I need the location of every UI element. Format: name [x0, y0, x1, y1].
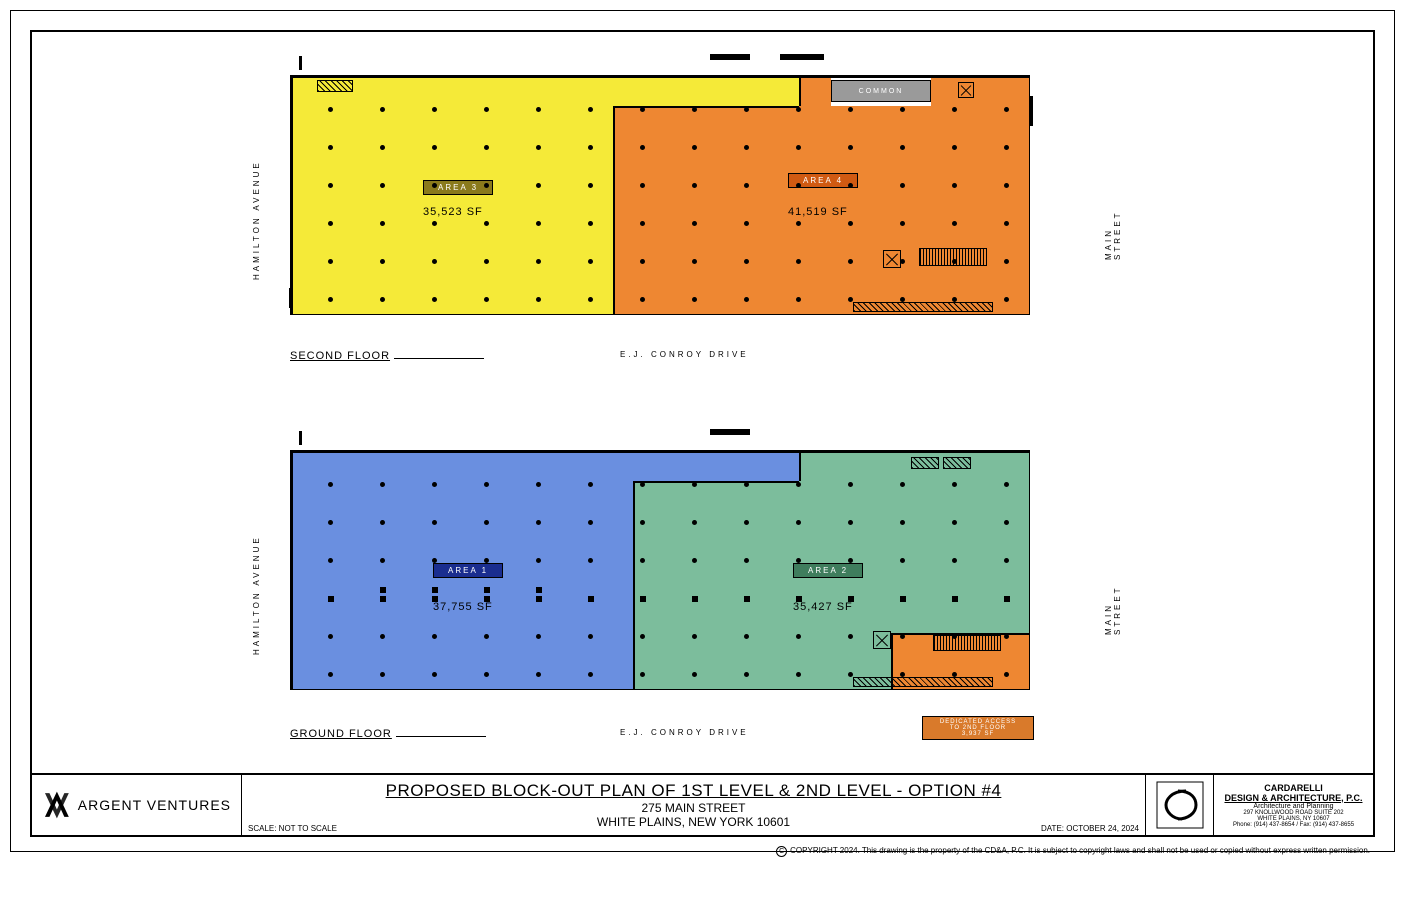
conroy-label-gf: E.J. CONROY DRIVE: [620, 728, 749, 737]
ground-floor-outline: AREA 1 37,755 SF AREA 2 35,427 SF: [290, 450, 1030, 690]
address-line1: 275 MAIN STREET: [641, 801, 745, 815]
stair-2f-1: [919, 248, 987, 266]
copyright-notice: CCOPYRIGHT 2024. This drawing is the pro…: [776, 846, 1370, 857]
area-divider-second: [613, 106, 615, 314]
hamilton-label-gf: HAMILTON AVENUE: [252, 535, 261, 655]
ext-gf-1: [299, 431, 302, 445]
client-name: ARGENT VENTURES: [78, 797, 231, 813]
filler-2f-1: [853, 302, 993, 312]
arch-line2: DESIGN & ARCHITECTURE, P.C.: [1224, 793, 1362, 803]
title-block-center: PROPOSED BLOCK-OUT PLAN OF 1ST LEVEL & 2…: [242, 775, 1145, 835]
conroy-label-2f: E.J. CONROY DRIVE: [620, 350, 749, 359]
architect-logo-cell: [1145, 775, 1213, 835]
ext-2f-3: [780, 54, 824, 60]
main-label-gf: MAIN STREET: [1104, 585, 1122, 635]
area4-fill-top: [799, 78, 831, 106]
divider-gf-v: [633, 481, 635, 689]
area1-sf: 37,755 SF: [433, 601, 493, 613]
area4-fill-top-r: [931, 78, 1029, 106]
filler-gf-3: [943, 457, 971, 469]
scale-note: SCALE: NOT TO SCALE: [248, 824, 337, 833]
second-floor-title: SECOND FLOOR: [290, 350, 484, 362]
hamilton-label-2f: HAMILTON AVENUE: [252, 160, 261, 280]
ground-floor-plan: AREA 1 37,755 SF AREA 2 35,427 SF: [270, 440, 1040, 700]
date-note: DATE: OCTOBER 24, 2024: [1041, 824, 1139, 833]
cd-logo-icon: [1156, 781, 1204, 829]
plan-area: COMMON AREA 3 35,523 SF AREA 4 41,519 SF…: [270, 50, 1100, 750]
ext-2f-1: [299, 56, 302, 70]
copyright-icon: C: [776, 846, 787, 857]
area-divider-second-v2: [799, 78, 801, 106]
area1-label: AREA 1: [448, 566, 488, 575]
ext-2f-2: [710, 54, 750, 60]
area2-label-box: AREA 2: [793, 563, 863, 578]
ground-floor-title: GROUND FLOOR: [290, 728, 486, 740]
area2-label: AREA 2: [808, 566, 848, 575]
area1-label-box: AREA 1: [433, 563, 503, 578]
divider-gf-h: [633, 481, 799, 483]
common-area-box: COMMON: [831, 80, 931, 102]
wall-bump-2f-2: [1029, 96, 1033, 126]
arch-line3: Architecture and Planning: [1253, 803, 1333, 810]
main-label-2f: MAIN STREET: [1104, 210, 1122, 260]
area2-sf: 35,427 SF: [793, 601, 853, 613]
drawing-title: PROPOSED BLOCK-OUT PLAN OF 1ST LEVEL & 2…: [386, 781, 1002, 801]
divider-gf-v2: [799, 453, 801, 481]
second-floor-plan: COMMON AREA 3 35,523 SF AREA 4 41,519 SF: [270, 65, 1040, 325]
area4-label-box: AREA 4: [788, 173, 858, 188]
area-divider-second-h: [613, 106, 799, 108]
filler-gf-2: [911, 457, 939, 469]
stair-gf-1: [933, 635, 1001, 651]
area4-step-fill: [613, 78, 799, 106]
filler-2f-2: [317, 80, 353, 92]
area3-label-box: AREA 3: [423, 180, 493, 195]
area4-label: AREA 4: [803, 176, 843, 185]
title-block: ARGENT VENTURES PROPOSED BLOCK-OUT PLAN …: [30, 775, 1375, 837]
wall-bump-2f-1: [289, 288, 293, 308]
area4-sf: 41,519 SF: [788, 206, 848, 218]
elevator-2f-2: [883, 250, 901, 268]
arch-line1: CARDARELLI: [1264, 783, 1323, 793]
ext-gf-2: [710, 429, 750, 435]
area3-fill: [293, 78, 613, 314]
elevator-gf-1: [873, 631, 891, 649]
common-label: COMMON: [859, 88, 904, 95]
client-logo-cell: ARGENT VENTURES: [32, 775, 242, 835]
area3-sf: 35,523 SF: [423, 206, 483, 218]
arch-line6: Phone: (914) 437-8654 / Fax: (914) 437-8…: [1233, 822, 1354, 828]
elevator-2f-1: [958, 82, 974, 98]
dedicated-access-box: DEDICATED ACCESS TO 2ND FLOOR 3,937 SF: [922, 716, 1034, 740]
second-floor-outline: COMMON AREA 3 35,523 SF AREA 4 41,519 SF: [290, 75, 1030, 315]
access-line3: 3,937 SF: [927, 731, 1029, 737]
area3-label: AREA 3: [438, 183, 478, 192]
copyright-text: COPYRIGHT 2024. This drawing is the prop…: [790, 846, 1370, 855]
argent-logo-icon: [42, 785, 72, 825]
architect-info-cell: CARDARELLI DESIGN & ARCHITECTURE, P.C. A…: [1213, 775, 1373, 835]
area1-step-fill: [633, 453, 799, 481]
filler-gf-1: [853, 677, 993, 687]
address-line2: WHITE PLAINS, NEW YORK 10601: [597, 815, 790, 829]
